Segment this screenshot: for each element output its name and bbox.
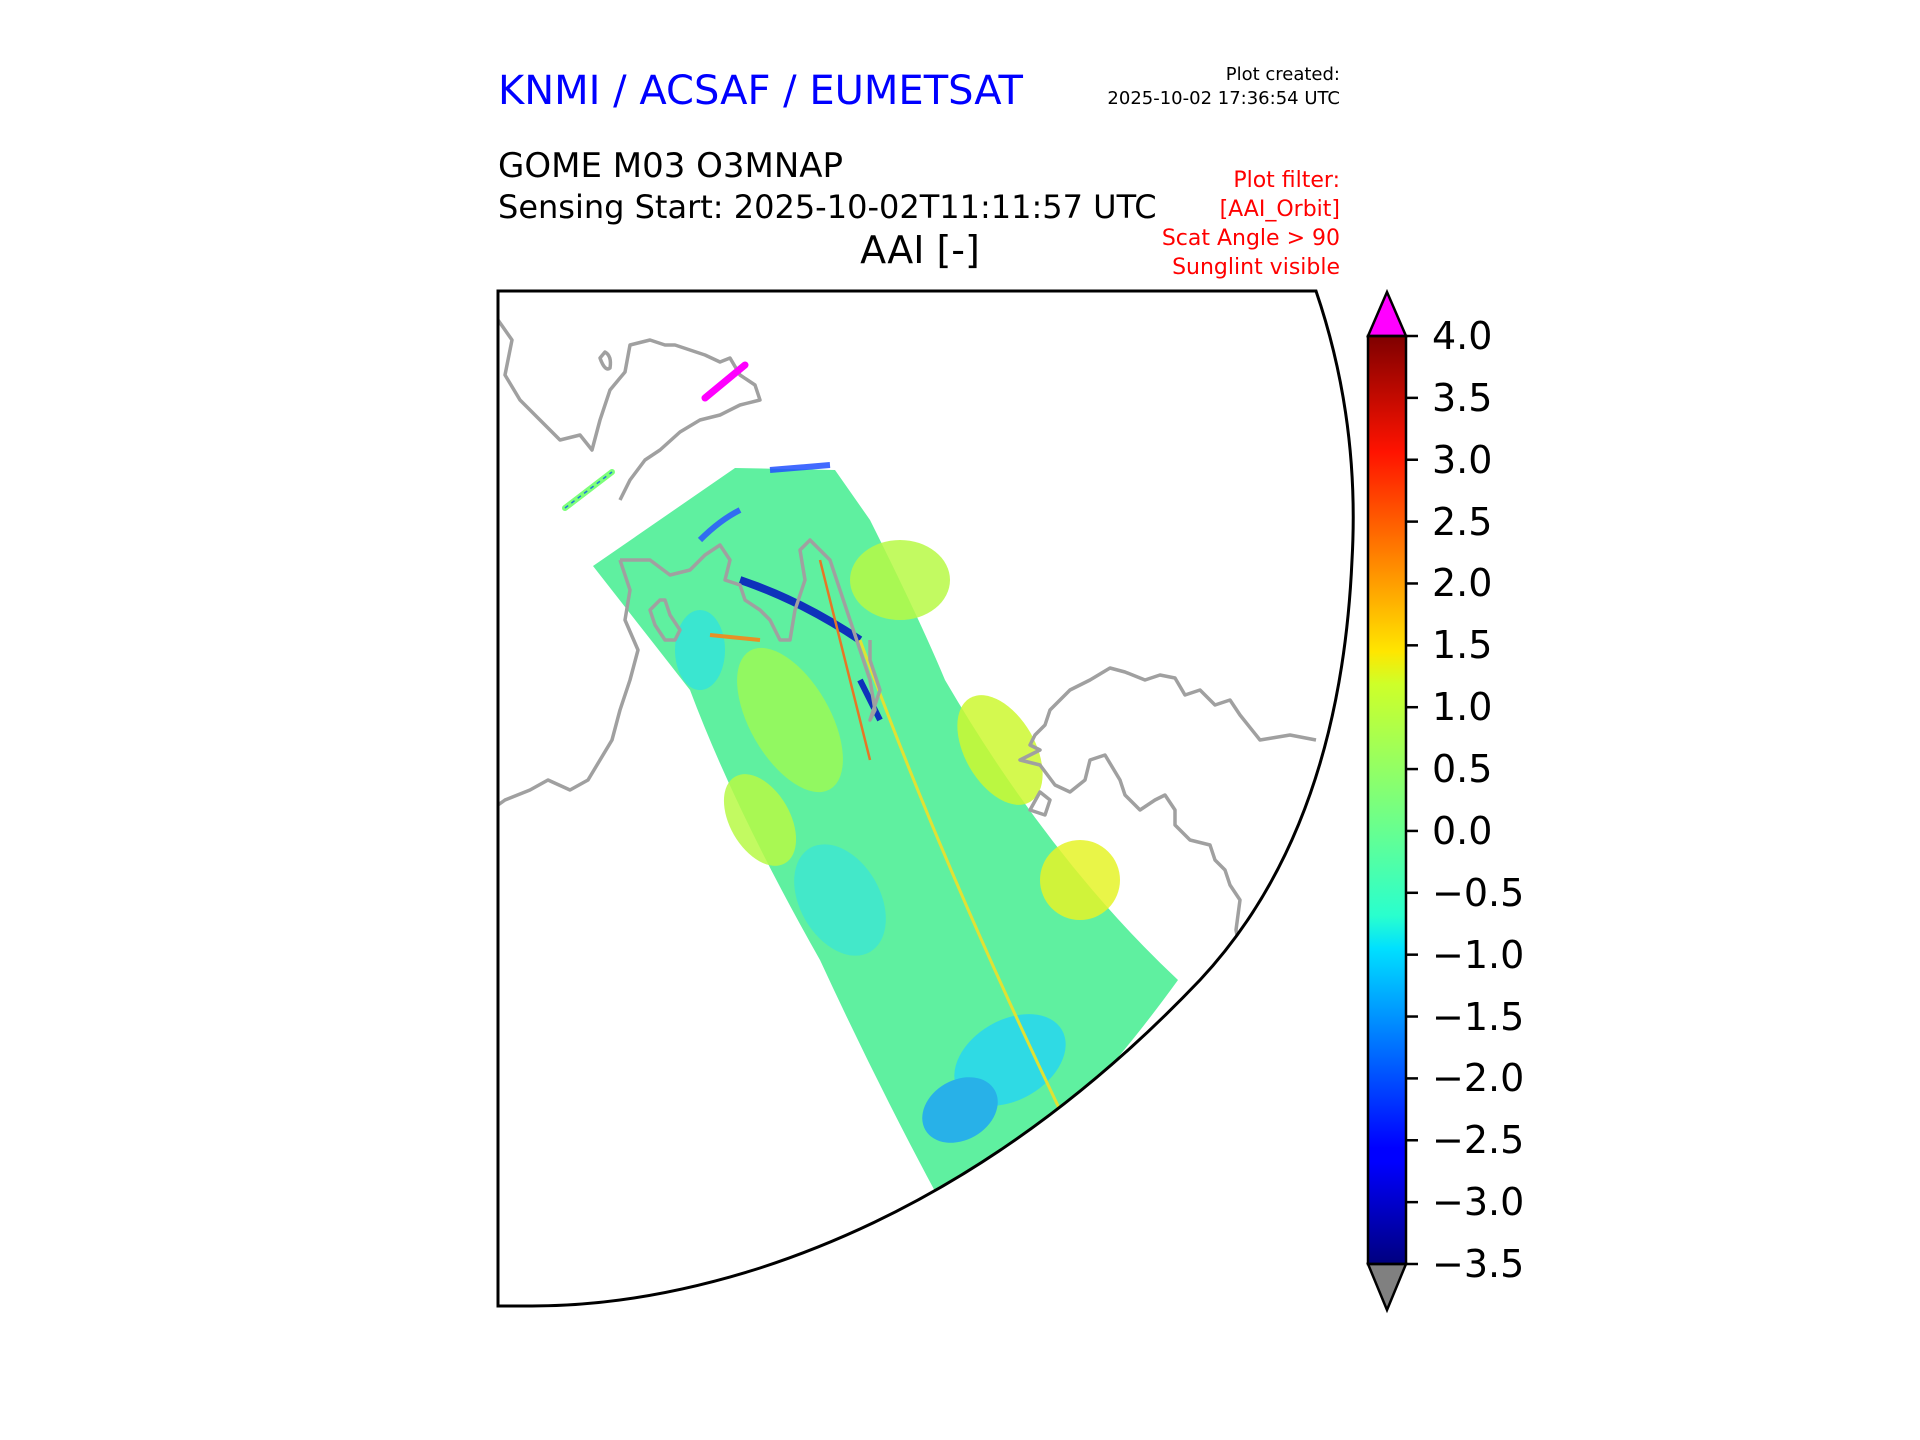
- coastline-island: [598, 350, 613, 371]
- coastline-small-island: [1028, 790, 1052, 817]
- colorbar-tick-label: −0.5: [1432, 870, 1525, 915]
- coastline-inland-gulf: [620, 538, 882, 722]
- colorbar-tick-label: −2.5: [1432, 1118, 1525, 1163]
- map-content: [498, 318, 1317, 1208]
- plot-filter-line: Scat Angle > 90: [1161, 226, 1340, 251]
- colorbar-under-triangle: [1366, 1262, 1408, 1314]
- colorbar-over-triangle: [1366, 288, 1408, 338]
- variable-title: AAI [-]: [860, 228, 980, 272]
- swath-texture: [675, 462, 1120, 1143]
- colorbar-tick-label: 4.0: [1432, 314, 1493, 358]
- plot-filter-line: [AAI_Orbit]: [1219, 197, 1340, 222]
- organization-title: KNMI / ACSAF / EUMETSAT: [498, 68, 1023, 114]
- colorbar-outline: [1366, 334, 1408, 1266]
- coastline-peninsula: [648, 598, 682, 642]
- plot-filter-line: Plot filter:: [1233, 168, 1340, 193]
- colorbar-tick-label: −1.0: [1432, 932, 1525, 977]
- plot-created-label: Plot created:: [1225, 64, 1340, 85]
- colorbar-tick-label: 0.5: [1432, 747, 1493, 792]
- map-frame: [496, 289, 1355, 1308]
- colorbar-tick-label: 1.5: [1432, 623, 1493, 668]
- coastline-west-coast: [498, 559, 640, 807]
- colorbar-tick-label: 3.5: [1432, 375, 1493, 420]
- colorbar-tick-label: 0.0: [1432, 808, 1493, 853]
- coastlines: [498, 318, 1317, 951]
- colorbar-tick-label: 2.0: [1432, 561, 1493, 606]
- colorbar-tick-label: −2.0: [1432, 1056, 1525, 1101]
- plot-filter-line: Sunglint visible: [1172, 255, 1340, 280]
- sensing-start: Sensing Start: 2025-10-02T11:11:57 UTC: [498, 188, 1157, 226]
- colorbar: [1366, 288, 1418, 1314]
- plot-created-timestamp: 2025-10-02 17:36:54 UTC: [1107, 88, 1340, 109]
- coastline-east-landmass: [1018, 666, 1317, 951]
- coastline-north-landmass: [498, 318, 762, 501]
- colorbar-tick-label: 3.0: [1432, 437, 1493, 482]
- product-title: GOME M03 O3MNAP: [498, 146, 844, 186]
- colorbar-tick-label: −3.5: [1432, 1242, 1525, 1286]
- colorbar-tick-label: −3.0: [1432, 1180, 1525, 1225]
- colorbar-tick-label: 2.5: [1432, 499, 1493, 544]
- colorbar-tick-label: −1.5: [1432, 994, 1525, 1039]
- colorbar-tick-label: 1.0: [1432, 685, 1493, 730]
- colorbar-gradient: [1368, 336, 1406, 1264]
- track-segment-outline: [564, 471, 613, 509]
- colorbar-tick-marks: [1406, 334, 1418, 1266]
- off-scale-track-high: [701, 361, 749, 402]
